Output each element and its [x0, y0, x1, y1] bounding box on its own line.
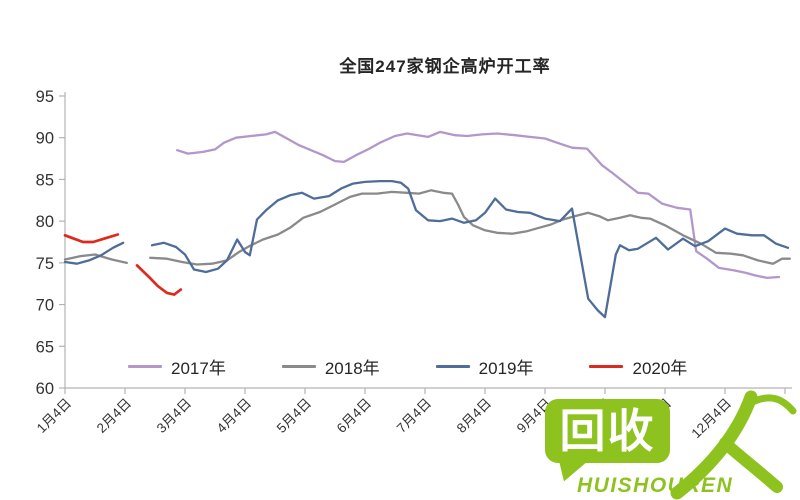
y-tick-label: 80 [36, 213, 54, 231]
series-line-2019年 [63, 241, 125, 265]
x-tick-label: 10月4日 [568, 396, 614, 442]
legend-swatch [128, 365, 162, 368]
y-tick-label: 65 [36, 338, 54, 356]
chart-title: 全国247家钢企高炉开工率 [339, 57, 551, 76]
legend-swatch [281, 365, 316, 368]
legend-label: 2020年 [632, 359, 688, 378]
legend-label: 2018年 [324, 359, 380, 378]
series-line-2017年 [176, 130, 781, 280]
x-tick-label: 8月4日 [454, 396, 494, 436]
y-tick-label: 60 [36, 380, 54, 398]
y-tick-label: 70 [36, 297, 54, 315]
series-line-2020年 [63, 233, 120, 244]
x-tick-label: 11月4日 [629, 396, 674, 441]
y-tick-label: 95 [36, 88, 54, 106]
legend-label: 2019年 [478, 359, 534, 378]
legend-item-2017年: 2017年 [128, 354, 226, 379]
x-tick-label: 2月4日 [94, 396, 134, 436]
x-tick-label: 7月4日 [394, 396, 434, 436]
legend-swatch [589, 365, 624, 368]
x-tick-label: 6月4日 [334, 396, 374, 436]
legend-item-2020年: 2020年 [589, 354, 687, 379]
y-tick-label: 75 [36, 255, 54, 273]
series-line-2018年 [149, 189, 791, 266]
x-tick-label: 5月4日 [274, 396, 314, 436]
legend-swatch [435, 365, 470, 368]
x-tick-label: 9月4日 [514, 396, 554, 436]
legend-item-2019年: 2019年 [435, 354, 534, 379]
chart-legend: 2017年 2018年 2019年 2020年 [128, 354, 687, 379]
x-tick-label: 12月4日 [688, 396, 734, 442]
series-line-2019年 [150, 179, 790, 319]
y-tick-label: 90 [36, 130, 54, 148]
legend-item-2018年: 2018年 [281, 354, 380, 379]
series-line-2020年 [135, 264, 183, 296]
x-tick-label: 3月4日 [154, 396, 194, 436]
legend-label: 2017年 [171, 359, 226, 378]
x-tick-label: 1月4日 [34, 396, 74, 436]
x-tick-label: 4月4日 [214, 396, 254, 436]
series-line-2018年 [63, 253, 128, 265]
y-tick-label: 85 [36, 171, 54, 189]
